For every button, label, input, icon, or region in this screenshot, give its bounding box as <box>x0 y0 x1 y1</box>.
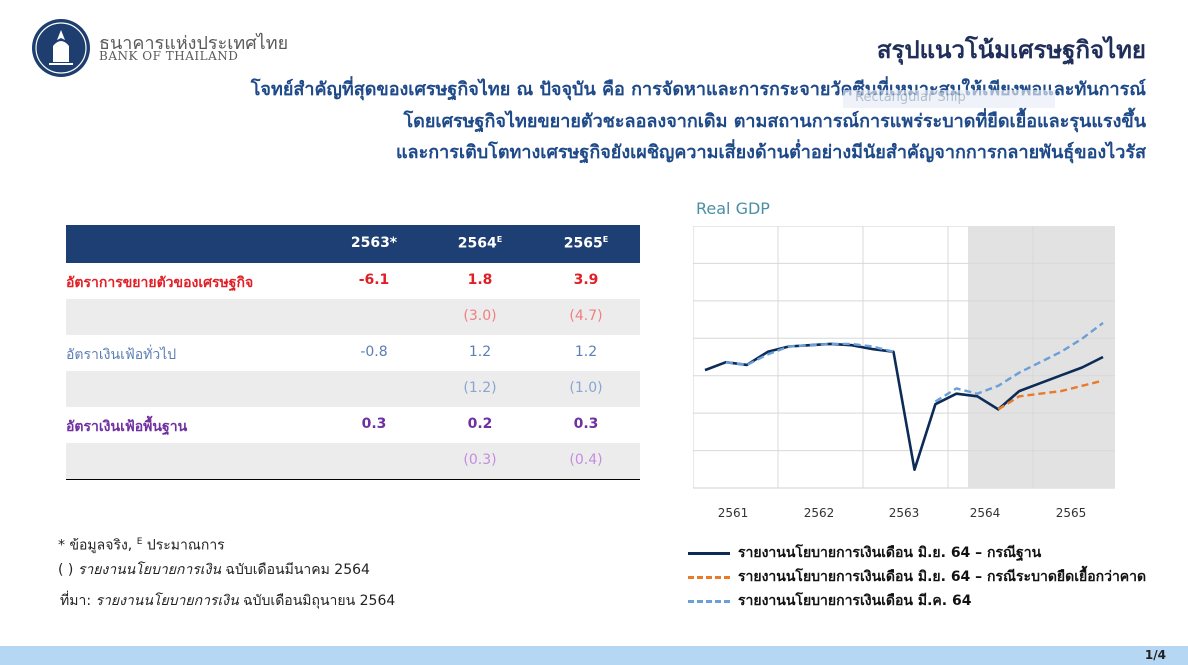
table-cell: (1.2) <box>463 380 497 396</box>
footnotes: * ข้อมูลจริง, E ประมาณการ ( ) รายงานนโยบ… <box>58 530 370 582</box>
table-row-core-inflation: อัตราเงินเฟ้อพื้นฐาน 0.3 0.2 0.3 <box>66 407 640 443</box>
series-line-0 <box>704 342 1104 471</box>
bank-of-thailand-logo <box>32 19 90 77</box>
table-row-gdp: อัตราการขยายตัวของเศรษฐกิจ -6.1 1.8 3.9 <box>66 263 640 299</box>
column-header-2563: 2563* <box>350 235 398 251</box>
table-cell: 1.2 <box>574 344 598 360</box>
column-header-2564: 2564E <box>457 235 503 252</box>
footnote-previous: ( ) รายงานนโยบายการเงิน ฉบับเดือนมีนาคม … <box>58 561 370 578</box>
table-row-headline-inflation: อัตราเงินเฟ้อทั่วไป -0.8 1.2 1.2 <box>66 335 640 371</box>
row-label: อัตราเงินเฟ้อทั่วไป <box>66 347 177 363</box>
x-tick-label: 2564 <box>970 506 1001 520</box>
table-cell: (0.3) <box>463 452 497 468</box>
row-label: อัตราการขยายตัวของเศรษฐกิจ <box>66 275 254 291</box>
legend-swatch-dashed-blue <box>688 600 730 603</box>
series-line-2 <box>725 321 1104 403</box>
table-cell: 1.8 <box>467 272 493 288</box>
series-line-1 <box>997 379 1104 411</box>
table-cell: -0.8 <box>360 344 388 360</box>
table-cell: 0.2 <box>467 416 493 432</box>
table-row-gdp-prev: (3.0) (4.7) <box>66 299 640 335</box>
forecast-table: 2563* 2564E 2565E อัตราการขยายตัวของเศรษ… <box>66 225 640 480</box>
table-cell: 1.2 <box>468 344 492 360</box>
subtitle-line-3: และการเติบโตทางเศรษฐกิจยังเผชิญความเสี่ย… <box>395 142 1146 163</box>
legend-item-march: รายงานนโยบายการเงินเดือน มี.ค. 64 <box>688 590 1146 614</box>
legend-item-prolonged: รายงานนโยบายการเงินเดือน มิ.ย. 64 – กรณี… <box>688 566 1146 590</box>
x-tick-label: 2561 <box>718 506 749 520</box>
legend-swatch-dashed-orange <box>688 576 730 579</box>
legend-swatch-solid <box>688 552 730 555</box>
x-tick-label: 2563 <box>889 506 920 520</box>
real-gdp-chart: 2561 2562 2563 2564 2565 <box>693 226 1115 520</box>
table-bottom-rule <box>66 479 640 480</box>
table-cell: 3.9 <box>573 272 599 288</box>
subtitle-line-2: โดยเศรษฐกิจไทยขยายตัวชะลอลงจากเดิม ตามสถ… <box>403 110 1146 132</box>
footnote-actual: * ข้อมูลจริง, E ประมาณการ <box>58 537 225 554</box>
table-cell: (4.7) <box>569 308 603 324</box>
footer-bar <box>0 646 1188 665</box>
table-cell: (1.0) <box>569 380 603 396</box>
bank-name-en: BANK OF THAILAND <box>99 49 239 63</box>
column-header-2565: 2565E <box>563 235 609 252</box>
row-label: อัตราเงินเฟ้อพื้นฐาน <box>66 419 188 435</box>
x-tick-label: 2562 <box>804 506 835 520</box>
snip-overlay-label: Rectangular Snip <box>843 90 1055 108</box>
forecast-shade <box>968 226 1115 488</box>
source-note: ที่มา: รายงานนโยบายการเงิน ฉบับเดือนมิถุ… <box>60 593 396 609</box>
table-row-headline-inflation-prev: (1.2) (1.0) <box>66 371 640 407</box>
table-cell: 0.3 <box>573 416 599 432</box>
page-title: สรุปแนวโน้มเศรษฐกิจไทย <box>876 36 1146 64</box>
x-tick-label: 2565 <box>1056 506 1087 520</box>
table-cell: (3.0) <box>463 308 497 324</box>
bank-name-th: ธนาคารแห่งประเทศไทย <box>99 33 289 54</box>
table-header: 2563* 2564E 2565E <box>66 225 640 263</box>
page-subtitle: โจทย์สำคัญที่สุดของเศรษฐกิจไทย ณ ปัจจุบั… <box>146 74 1146 169</box>
table-row-core-inflation-prev: (0.3) (0.4) <box>66 443 640 479</box>
table-cell: 0.3 <box>361 416 387 432</box>
chart-title: Real GDP <box>696 199 770 218</box>
table-cell: (0.4) <box>569 452 603 468</box>
table-cell: -6.1 <box>358 272 390 288</box>
page-number: 1/4 <box>1144 648 1166 662</box>
chart-legend: รายงานนโยบายการเงินเดือน มิ.ย. 64 – กรณี… <box>688 542 1146 614</box>
legend-item-base: รายงานนโยบายการเงินเดือน มิ.ย. 64 – กรณี… <box>688 542 1146 566</box>
